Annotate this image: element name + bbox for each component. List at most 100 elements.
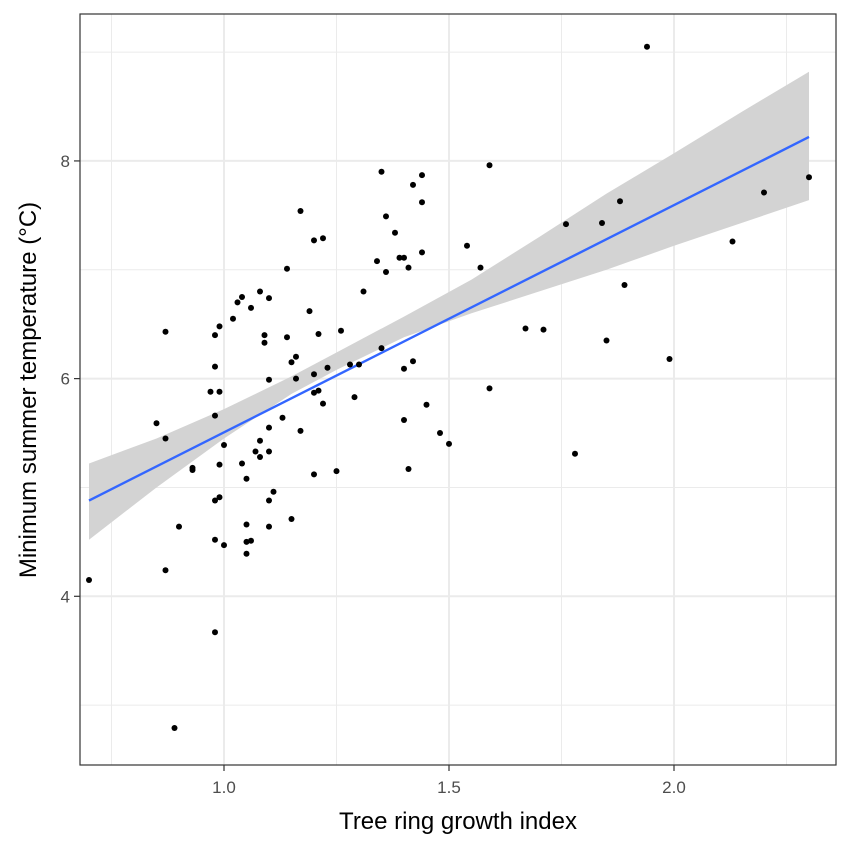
data-point bbox=[221, 542, 227, 549]
data-point bbox=[212, 536, 218, 543]
data-point bbox=[288, 516, 295, 522]
data-point bbox=[315, 331, 322, 337]
data-point bbox=[405, 466, 412, 472]
data-point bbox=[405, 264, 412, 271]
data-point bbox=[437, 430, 443, 436]
data-point bbox=[297, 208, 304, 214]
data-point bbox=[419, 199, 425, 206]
data-point bbox=[243, 475, 250, 482]
data-point bbox=[419, 249, 425, 256]
data-point bbox=[284, 265, 290, 272]
minor-gridlines bbox=[80, 14, 836, 765]
data-point bbox=[212, 332, 218, 339]
data-point bbox=[347, 361, 353, 368]
data-points bbox=[86, 43, 812, 731]
data-point bbox=[212, 497, 218, 504]
data-point bbox=[423, 401, 430, 408]
data-point bbox=[644, 43, 650, 50]
confidence-band bbox=[89, 71, 809, 540]
data-point bbox=[212, 629, 218, 636]
data-point bbox=[270, 488, 277, 495]
data-point bbox=[216, 388, 223, 395]
data-point bbox=[266, 376, 272, 383]
data-point bbox=[311, 237, 317, 244]
data-point bbox=[374, 258, 380, 265]
data-point bbox=[266, 523, 272, 530]
data-point bbox=[396, 254, 403, 261]
data-point bbox=[257, 454, 263, 460]
data-point bbox=[243, 521, 250, 528]
y-axis-title: Minimum summer temperature (°C) bbox=[15, 202, 42, 578]
data-point bbox=[311, 389, 317, 396]
data-point bbox=[617, 198, 623, 205]
data-point bbox=[86, 577, 92, 583]
data-point bbox=[464, 242, 470, 249]
data-point bbox=[311, 371, 317, 378]
data-point bbox=[401, 417, 407, 423]
data-point bbox=[320, 235, 326, 242]
data-point bbox=[540, 326, 547, 333]
data-point bbox=[261, 339, 268, 346]
data-point bbox=[248, 304, 254, 311]
data-point bbox=[806, 174, 812, 181]
data-point bbox=[162, 328, 169, 335]
data-point bbox=[279, 414, 286, 421]
data-point bbox=[306, 308, 313, 315]
data-point bbox=[239, 294, 245, 300]
data-point bbox=[162, 567, 169, 574]
data-point bbox=[729, 238, 736, 245]
data-point bbox=[293, 353, 299, 360]
data-point bbox=[243, 550, 250, 557]
data-point bbox=[324, 364, 331, 371]
data-point bbox=[261, 332, 268, 339]
data-point bbox=[419, 172, 425, 179]
data-point bbox=[212, 412, 218, 419]
data-point bbox=[212, 363, 218, 370]
regression-line bbox=[88, 135, 810, 502]
data-point bbox=[207, 388, 214, 395]
data-point bbox=[266, 448, 272, 455]
data-point bbox=[378, 168, 385, 175]
data-point bbox=[401, 365, 407, 372]
data-point bbox=[297, 427, 304, 434]
data-point bbox=[257, 437, 263, 444]
data-point bbox=[522, 325, 529, 332]
panel-border bbox=[79, 13, 837, 766]
data-point bbox=[162, 435, 169, 442]
data-point bbox=[266, 295, 272, 302]
data-point bbox=[410, 181, 416, 188]
data-point bbox=[603, 337, 610, 344]
data-point bbox=[288, 359, 295, 366]
data-point bbox=[234, 299, 241, 306]
data-point bbox=[401, 254, 407, 261]
data-point bbox=[257, 288, 263, 295]
data-point bbox=[320, 400, 326, 407]
data-point bbox=[293, 375, 299, 382]
data-point bbox=[486, 162, 493, 169]
y-tick-label: 6 bbox=[61, 370, 70, 389]
major-gridlines bbox=[80, 14, 836, 765]
data-point bbox=[243, 538, 250, 545]
data-point bbox=[599, 220, 605, 226]
data-point bbox=[477, 264, 484, 271]
x-axis-title: Tree ring growth index bbox=[339, 808, 577, 835]
data-point bbox=[252, 448, 259, 455]
data-point bbox=[563, 221, 569, 228]
data-point bbox=[360, 288, 367, 295]
data-point bbox=[572, 450, 578, 457]
data-point bbox=[666, 356, 673, 362]
data-point bbox=[315, 387, 322, 394]
plot-panel bbox=[79, 13, 837, 766]
x-tick-label: 1.5 bbox=[437, 778, 461, 797]
data-point bbox=[266, 497, 272, 504]
data-point bbox=[221, 442, 227, 448]
data-point bbox=[486, 385, 493, 392]
y-tick-label: 8 bbox=[61, 152, 70, 171]
data-point bbox=[284, 334, 290, 341]
data-point bbox=[392, 229, 398, 236]
data-point bbox=[311, 471, 317, 478]
data-point bbox=[239, 460, 245, 467]
data-point bbox=[761, 189, 767, 196]
data-point bbox=[176, 523, 182, 530]
data-point bbox=[216, 461, 223, 468]
